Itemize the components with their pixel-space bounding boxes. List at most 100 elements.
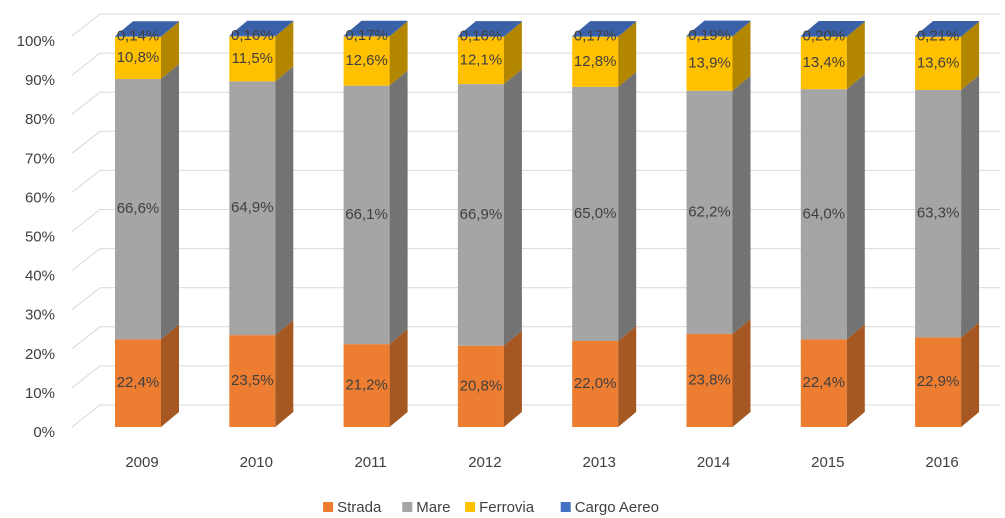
data-label: 66,6% bbox=[117, 200, 160, 217]
bar-side bbox=[846, 324, 865, 427]
bar-side bbox=[961, 74, 980, 338]
bar-segment bbox=[115, 21, 179, 37]
bar-segment bbox=[457, 69, 522, 346]
data-label: 64,0% bbox=[803, 205, 846, 222]
bar-front bbox=[115, 36, 161, 80]
x-tick-label: 2012 bbox=[468, 454, 501, 471]
bar-side bbox=[618, 71, 637, 341]
bar-front bbox=[915, 89, 962, 338]
bar-segment bbox=[343, 20, 408, 37]
bar-front bbox=[686, 36, 733, 91]
bar-side bbox=[961, 20, 980, 37]
data-label: 22,4% bbox=[117, 374, 160, 391]
data-label: 21,2% bbox=[345, 377, 388, 394]
bar-segment bbox=[800, 74, 865, 340]
y-tick-label: 20% bbox=[25, 346, 55, 363]
bar-segment bbox=[800, 324, 865, 427]
y-tick-label: 50% bbox=[25, 228, 55, 245]
data-label: 65,0% bbox=[574, 205, 617, 222]
bar-side bbox=[275, 320, 294, 427]
bar-side bbox=[618, 21, 637, 87]
bar-front bbox=[343, 35, 390, 37]
bar-segment bbox=[572, 21, 637, 37]
bar-side bbox=[503, 21, 522, 85]
bar-segment bbox=[915, 20, 980, 37]
data-label: 0,21% bbox=[917, 27, 960, 44]
data-label: 62,2% bbox=[688, 203, 731, 220]
bar-front bbox=[915, 35, 962, 37]
bar-front bbox=[572, 36, 619, 37]
bar-side bbox=[732, 20, 751, 37]
data-label: 12,6% bbox=[345, 52, 388, 69]
data-label: 0,14% bbox=[117, 27, 160, 44]
bar-segment bbox=[115, 64, 179, 340]
bar-side bbox=[732, 318, 751, 427]
y-tick-label: 80% bbox=[25, 111, 55, 128]
bar-side bbox=[389, 21, 408, 86]
bar-side bbox=[732, 21, 751, 91]
bar-segment bbox=[572, 325, 637, 427]
x-tick-label: 2015 bbox=[811, 454, 844, 471]
x-tick-label: 2013 bbox=[583, 454, 616, 471]
bar-side bbox=[161, 64, 179, 340]
data-label: 0,17% bbox=[574, 27, 617, 44]
bar-front bbox=[800, 36, 847, 37]
x-tick-label: 2009 bbox=[125, 454, 158, 471]
bar-side bbox=[961, 21, 980, 90]
data-label: 0,19% bbox=[688, 27, 731, 44]
bar-top bbox=[800, 21, 865, 36]
x-tick-label: 2016 bbox=[925, 454, 958, 471]
data-label: 22,4% bbox=[803, 374, 846, 391]
bar-top bbox=[229, 20, 294, 36]
data-label: 13,9% bbox=[688, 55, 731, 72]
bar-segment bbox=[800, 21, 865, 90]
bar-side bbox=[275, 20, 294, 37]
data-label: 66,9% bbox=[460, 206, 503, 223]
x-tick-label: 2010 bbox=[240, 454, 273, 471]
bar-side bbox=[846, 74, 865, 340]
bar-segment bbox=[457, 21, 522, 37]
data-label: 22,0% bbox=[574, 375, 617, 392]
legend-swatch bbox=[465, 502, 476, 512]
bar-front bbox=[457, 84, 504, 346]
legend-swatch bbox=[560, 502, 571, 512]
bar-front bbox=[115, 36, 161, 37]
bar-top bbox=[686, 20, 751, 36]
bar-front bbox=[457, 36, 504, 37]
data-label: 23,5% bbox=[231, 372, 274, 389]
y-tick-label: 100% bbox=[17, 33, 55, 50]
bar-side bbox=[389, 329, 408, 427]
legend-label: Cargo Aereo bbox=[575, 499, 659, 516]
bar-front bbox=[457, 36, 504, 85]
y-tick-label: 40% bbox=[25, 268, 55, 285]
bar-top bbox=[572, 21, 637, 37]
bar-side bbox=[961, 322, 980, 427]
bar-side bbox=[503, 330, 522, 427]
data-label: 10,8% bbox=[117, 49, 160, 66]
bar-segment bbox=[229, 66, 294, 336]
bar-side bbox=[389, 20, 408, 37]
data-label: 0,16% bbox=[231, 27, 274, 44]
y-tick-label: 90% bbox=[25, 72, 55, 89]
x-tick-label: 2011 bbox=[354, 454, 386, 471]
data-label: 12,8% bbox=[574, 53, 617, 70]
bar-side bbox=[161, 21, 179, 80]
bar-segment bbox=[686, 20, 751, 37]
legend-label: Strada bbox=[337, 499, 382, 516]
bar-side bbox=[732, 75, 751, 334]
y-tick-label: 0% bbox=[33, 424, 55, 441]
bar-front bbox=[457, 345, 504, 427]
bar-side bbox=[503, 21, 522, 37]
bar-segment bbox=[800, 21, 865, 37]
bar-side bbox=[618, 21, 637, 37]
bar-segment bbox=[115, 324, 179, 427]
data-label: 23,8% bbox=[688, 371, 731, 388]
bar-side bbox=[503, 69, 522, 346]
bar-side bbox=[275, 66, 294, 336]
bar-side bbox=[161, 21, 179, 37]
bar-segment bbox=[229, 21, 294, 82]
bar-side bbox=[846, 21, 865, 37]
bar-top bbox=[115, 21, 179, 37]
data-label: 13,4% bbox=[803, 54, 846, 71]
